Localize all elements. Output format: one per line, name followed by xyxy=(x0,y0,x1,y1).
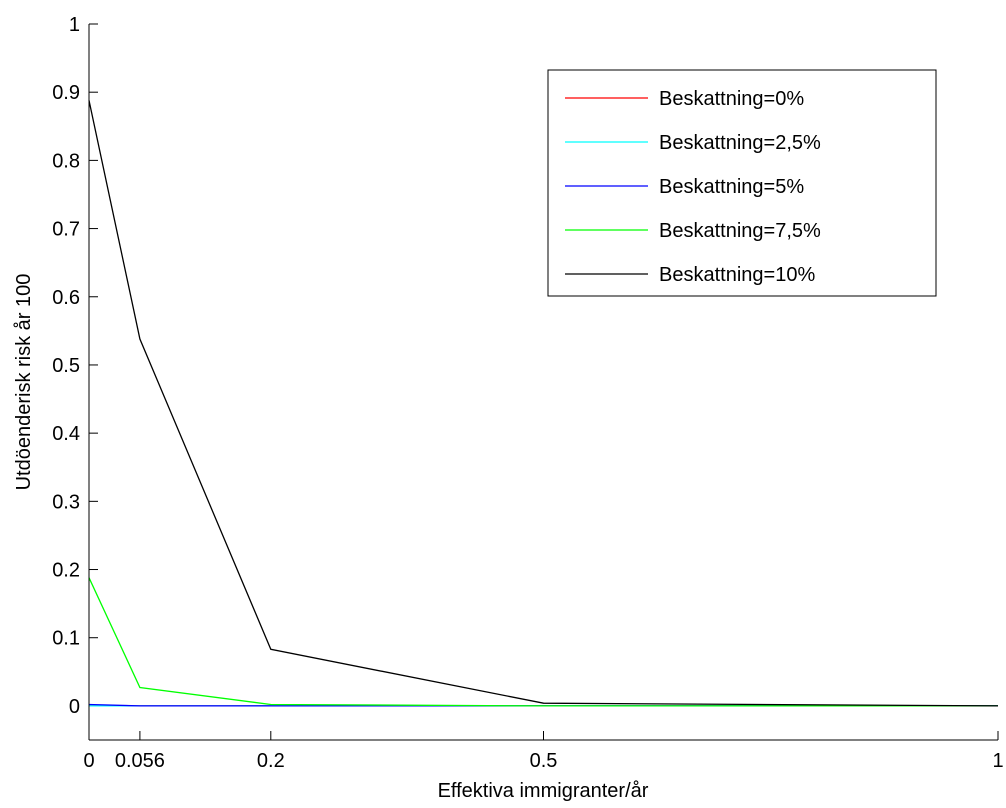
legend-entry: Beskattning=0% xyxy=(659,88,804,110)
series-lines xyxy=(88,100,999,707)
series-line-3 xyxy=(88,577,998,707)
x-tick-label: 0.2 xyxy=(257,750,285,772)
x-tick-label: 0 xyxy=(83,750,94,772)
x-tick-label: 0.5 xyxy=(530,750,558,772)
y-tick-label: 0.8 xyxy=(52,150,80,172)
y-tick-label: 0.4 xyxy=(52,423,80,445)
x-tick-label: 0.056 xyxy=(115,750,165,772)
legend-box xyxy=(547,69,937,297)
y-tick-label: 0.7 xyxy=(52,219,80,241)
axis-ticks: 0 0.1 0.2 0.3 0.4 0.5 0.6 0.7 0.8 0.9 1 0 0.056 0.2 0.… xyxy=(52,14,1003,772)
legend-entry: Beskattning=5% xyxy=(659,176,804,198)
legend-entry: Beskattning=7,5% xyxy=(659,220,821,242)
y-tick-label: 1 xyxy=(69,14,80,36)
y-tick-label: 0.1 xyxy=(52,628,80,650)
x-tick-label: 1 xyxy=(992,750,1003,772)
y-tick-label: 0.6 xyxy=(52,287,80,309)
y-axis-label: Utdöenderisk risk år 100 xyxy=(13,274,35,491)
legend-entry: Beskattning=2,5% xyxy=(659,132,821,154)
y-tick-label: 0.9 xyxy=(52,82,80,104)
y-tick-label: 0.3 xyxy=(52,491,80,513)
y-tick-label: 0.2 xyxy=(52,560,80,582)
x-axis-label: Effektiva immigranter/år xyxy=(438,780,649,802)
legend-entry: Beskattning=10% xyxy=(659,264,815,286)
y-tick-label: 0 xyxy=(69,696,80,718)
series-line-4 xyxy=(88,100,999,707)
y-tick-label: 0.5 xyxy=(52,355,80,377)
legend: Beskattning=0% Beskattning=2,5% Beskattnin… xyxy=(547,69,937,297)
